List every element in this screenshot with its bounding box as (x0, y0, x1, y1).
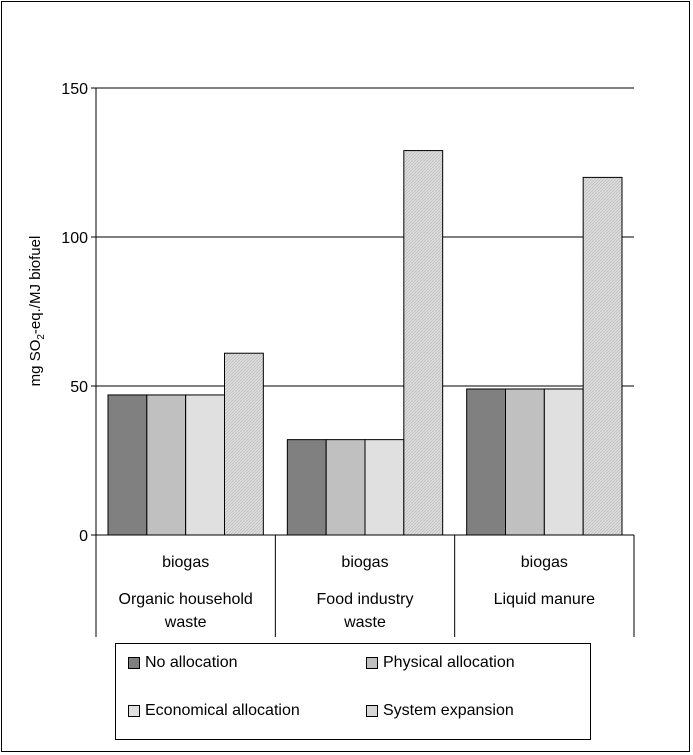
legend-swatch (128, 705, 140, 717)
y-tick-label: 0 (79, 528, 88, 545)
bar (364, 439, 405, 536)
bar (286, 439, 327, 536)
legend-item: System expansion (366, 702, 514, 720)
legend-item: Physical allocation (366, 654, 515, 672)
legend: No allocation Physical allocation Economic… (115, 643, 591, 740)
legend-item: No allocation (128, 654, 238, 672)
category-label: Organic household (119, 591, 253, 608)
legend-item: Economical allocation (128, 702, 300, 720)
legend-label: No allocation (145, 654, 238, 671)
bar (543, 388, 584, 536)
y-axis-label-rest: -eq./MJ biofuel (27, 236, 44, 334)
bar (325, 439, 366, 536)
bar (505, 388, 545, 536)
category-label: waste (164, 614, 207, 631)
bar (582, 176, 623, 536)
legend-swatch (366, 657, 378, 669)
y-tick-label: 50 (70, 379, 88, 396)
category-label: biogas (521, 554, 568, 571)
legend-swatch (128, 657, 140, 669)
y-axis-label-main: mg SO (27, 340, 44, 387)
y-tick-label: 100 (61, 230, 88, 247)
bar (403, 150, 444, 536)
y-axis-label-subscript: 2 (36, 334, 47, 340)
legend-swatch (366, 705, 378, 717)
category-label: Food industry (317, 591, 414, 608)
y-tick-label: 150 (61, 81, 88, 98)
y-axis-label: mg SO2-eq./MJ biofuel (27, 236, 47, 387)
bar (107, 394, 148, 536)
bar (224, 352, 264, 536)
category-label: Liquid manure (494, 591, 596, 608)
bar (466, 388, 506, 536)
category-label: biogas (162, 554, 209, 571)
bar (146, 394, 187, 536)
legend-label: Economical allocation (145, 702, 300, 719)
legend-label: Physical allocation (383, 654, 515, 671)
category-label: biogas (341, 554, 388, 571)
category-label: waste (343, 614, 386, 631)
legend-label: System expansion (383, 702, 514, 719)
bar (185, 394, 226, 536)
